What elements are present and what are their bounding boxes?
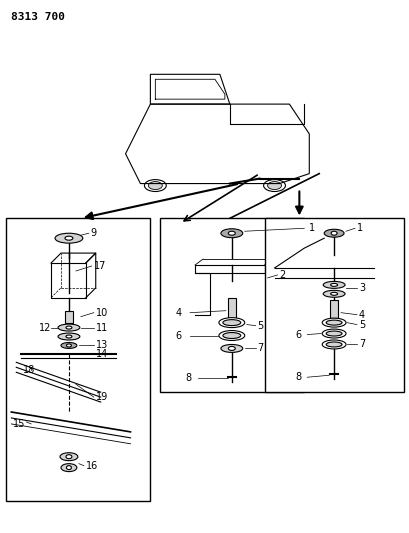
- Ellipse shape: [326, 342, 341, 347]
- Ellipse shape: [228, 231, 235, 235]
- Ellipse shape: [321, 318, 345, 327]
- Text: 1: 1: [308, 223, 315, 233]
- Text: 14: 14: [96, 350, 108, 359]
- Ellipse shape: [326, 320, 341, 325]
- Ellipse shape: [267, 182, 281, 190]
- Ellipse shape: [263, 180, 285, 191]
- Ellipse shape: [330, 284, 337, 286]
- Ellipse shape: [321, 340, 345, 349]
- Bar: [160, 219, 303, 392]
- Ellipse shape: [322, 281, 344, 288]
- Text: 11: 11: [96, 322, 108, 333]
- Text: 8: 8: [185, 373, 191, 383]
- Ellipse shape: [144, 180, 166, 191]
- Ellipse shape: [148, 182, 162, 190]
- Text: 8: 8: [294, 372, 301, 382]
- Text: 1: 1: [356, 223, 362, 233]
- Bar: [264, 219, 402, 392]
- Text: 7: 7: [257, 343, 263, 353]
- Ellipse shape: [222, 333, 240, 338]
- Text: 6: 6: [175, 330, 181, 341]
- Text: 10: 10: [96, 308, 108, 318]
- Ellipse shape: [60, 453, 78, 461]
- Ellipse shape: [66, 455, 72, 459]
- Ellipse shape: [218, 330, 244, 341]
- Text: 7: 7: [358, 340, 364, 350]
- Ellipse shape: [218, 318, 244, 328]
- Ellipse shape: [220, 344, 242, 352]
- Text: 4: 4: [358, 310, 364, 320]
- Text: 8313 700: 8313 700: [11, 12, 65, 22]
- Text: 13: 13: [96, 341, 108, 351]
- Text: 9: 9: [90, 228, 97, 238]
- Ellipse shape: [330, 292, 337, 295]
- Ellipse shape: [61, 343, 76, 349]
- Text: 12: 12: [39, 322, 52, 333]
- Bar: [227, 298, 235, 318]
- Ellipse shape: [326, 331, 341, 336]
- Text: 3: 3: [358, 283, 364, 293]
- Ellipse shape: [228, 346, 235, 350]
- Ellipse shape: [330, 231, 336, 235]
- Ellipse shape: [220, 229, 242, 238]
- Ellipse shape: [55, 233, 83, 243]
- Ellipse shape: [321, 329, 345, 338]
- Text: 18: 18: [23, 365, 36, 375]
- Ellipse shape: [322, 290, 344, 297]
- Text: 6: 6: [294, 329, 301, 340]
- Bar: [329, 300, 337, 318]
- Text: 5: 5: [257, 320, 263, 330]
- Text: 4: 4: [175, 308, 181, 318]
- Ellipse shape: [66, 326, 72, 329]
- Bar: [7, 219, 150, 502]
- Ellipse shape: [66, 335, 72, 338]
- Ellipse shape: [58, 333, 80, 340]
- Ellipse shape: [324, 229, 343, 237]
- Ellipse shape: [58, 324, 80, 331]
- Text: 17: 17: [94, 261, 106, 271]
- Ellipse shape: [65, 236, 73, 240]
- Text: 15: 15: [13, 419, 26, 429]
- Ellipse shape: [222, 320, 240, 326]
- Ellipse shape: [66, 466, 71, 470]
- Ellipse shape: [61, 464, 76, 472]
- Text: 16: 16: [85, 461, 98, 471]
- Bar: [65, 311, 73, 322]
- Text: 19: 19: [96, 392, 108, 402]
- Ellipse shape: [66, 344, 71, 347]
- Text: 2: 2: [279, 270, 285, 280]
- Text: 5: 5: [358, 320, 364, 329]
